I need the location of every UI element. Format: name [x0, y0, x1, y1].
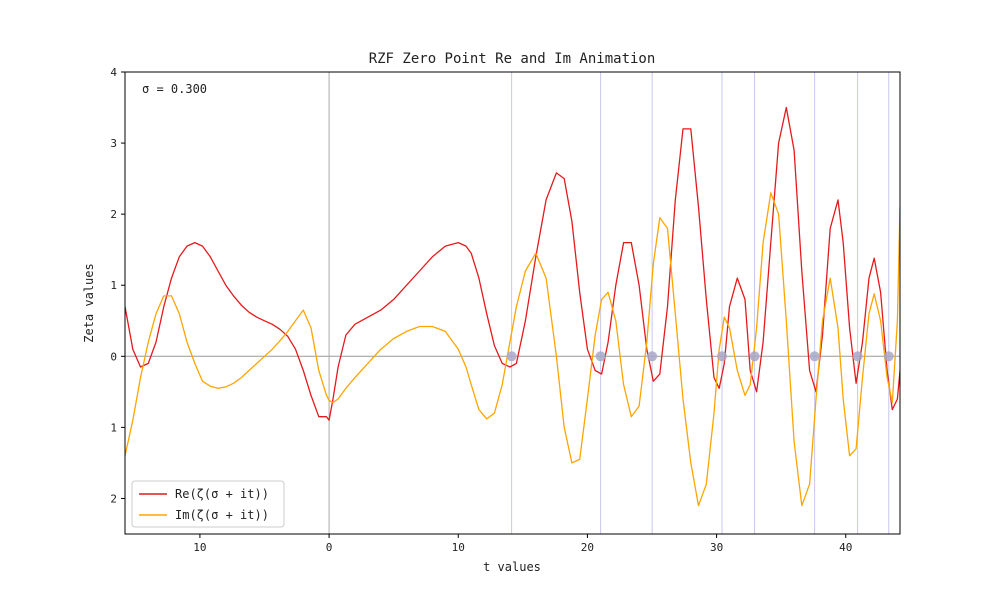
x-axis-label: t values — [483, 560, 541, 574]
legend-entry-re: Re(ζ(σ + it)) — [175, 487, 269, 501]
zero-markers — [506, 351, 894, 362]
chart-title: RZF Zero Point Re and Im Animation — [369, 51, 656, 67]
y-tick-label-6: 4 — [110, 66, 117, 79]
legend-entry-im: Im(ζ(σ + it)) — [175, 508, 269, 522]
x-tick-label-4: 30 — [710, 541, 723, 554]
series-line-im — [125, 192, 900, 507]
zero-point-3 — [717, 351, 728, 362]
zero-point-7 — [883, 351, 894, 362]
y-tick-label-2: 0 — [110, 350, 117, 363]
zero-point-5 — [809, 351, 820, 362]
zero-point-6 — [852, 351, 863, 362]
series-line-re — [125, 106, 900, 421]
sigma-annotation: σ = 0.300 — [142, 82, 207, 96]
x-ticks: 10 0 10 20 30 40 — [193, 534, 852, 554]
legend: Re(ζ(σ + it)) Im(ζ(σ + it)) — [131, 480, 285, 528]
y-ticks: 2 1 0 1 2 3 4 — [110, 66, 125, 505]
x-tick-label-0: 10 — [193, 541, 206, 554]
y-tick-label-1: 1 — [110, 421, 117, 434]
y-axis-label: Zeta values — [82, 263, 96, 342]
zero-point-1 — [595, 351, 606, 362]
x-tick-label-3: 20 — [581, 541, 594, 554]
zero-point-0 — [506, 351, 517, 362]
series-layer — [125, 106, 900, 507]
x-tick-label-1: 0 — [326, 541, 333, 554]
y-tick-label-0: 2 — [110, 492, 117, 505]
x-tick-label-5: 40 — [839, 541, 852, 554]
x-tick-label-2: 10 — [452, 541, 465, 554]
y-tick-label-5: 3 — [110, 137, 117, 150]
legend-box — [131, 480, 285, 528]
zero-point-4 — [749, 351, 760, 362]
y-tick-label-3: 1 — [110, 279, 117, 292]
zero-point-2 — [647, 351, 658, 362]
plot-frame — [124, 71, 901, 535]
y-tick-label-4: 2 — [110, 208, 117, 221]
